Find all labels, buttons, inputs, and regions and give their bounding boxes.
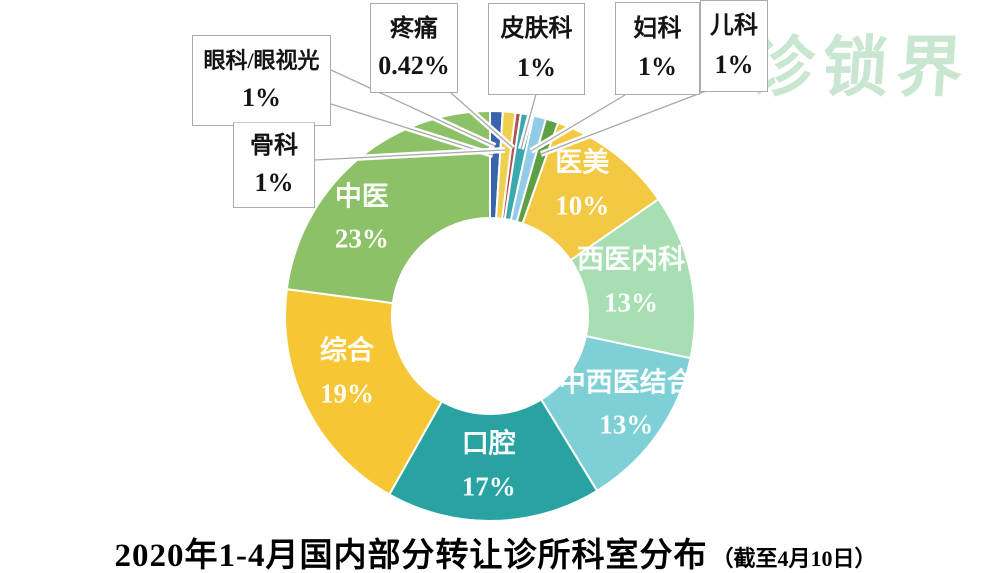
callout-label: 儿科 — [710, 13, 758, 40]
leader-line-5 — [530, 94, 626, 152]
pie-slice-10 — [284, 287, 444, 496]
leader-line-6 — [540, 90, 707, 155]
callout-percent: 1% — [242, 83, 281, 113]
callout-gynecology: 妇科 1% — [615, 2, 700, 95]
callout-percent: 1% — [638, 52, 677, 82]
chart-title-suffix: （截至4月10日） — [711, 546, 877, 571]
leader-line-2 — [314, 149, 506, 161]
leader-line-3 — [449, 91, 514, 149]
callout-pain: 疼痛 0.42% — [370, 3, 458, 93]
pie-slice-9 — [387, 398, 599, 522]
callout-label: 疼痛 — [390, 15, 438, 42]
leader-line-0 — [330, 69, 496, 147]
callout-label: 皮肤科 — [500, 16, 573, 43]
callout-percent: 1% — [714, 49, 754, 79]
callout-pediatrics: 儿科 1% — [700, 0, 768, 92]
leader-line-4 — [520, 93, 537, 150]
callout-orthopedics: 骨科 1% — [233, 122, 315, 208]
callout-percent: 1% — [517, 52, 556, 82]
callout-ophthalmology: 眼科/眼视光 1% — [192, 35, 331, 126]
callout-percent: 1% — [254, 167, 294, 197]
callout-label: 骨科 — [250, 133, 298, 160]
pie-slice-11 — [285, 109, 491, 305]
callout-percent: 0.42% — [378, 51, 450, 81]
callout-label: 妇科 — [633, 15, 682, 42]
leader-line-1 — [330, 103, 494, 156]
callout-dermatology: 皮肤科 1% — [488, 3, 585, 95]
callout-label: 眼科/眼视光 — [203, 47, 320, 73]
chart-title-text: 2020年1-4月国内部分转让诊所科室分布 — [114, 538, 708, 573]
chart-title: 2020年1-4月国内部分转让诊所科室分布 （截至4月10日） — [0, 528, 991, 573]
